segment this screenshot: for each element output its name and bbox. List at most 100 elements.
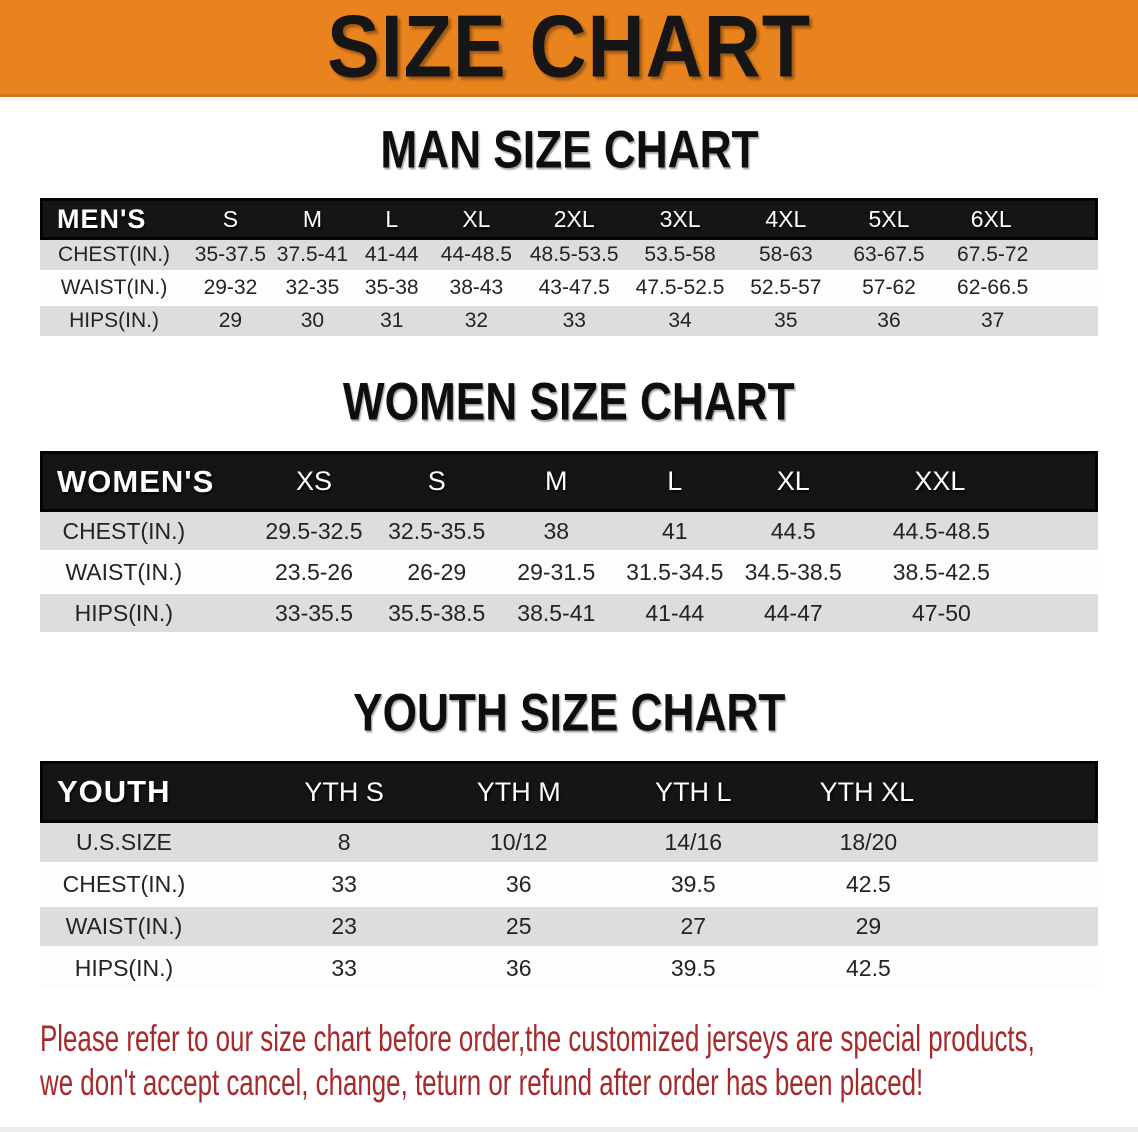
table-row: WAIST(IN.) 29-32 32-35 35-38 38-43 43-47…: [40, 273, 1098, 306]
size-value-cell: 38.5-42.5: [852, 553, 1098, 594]
measurement-row-label: WAIST(IN.): [40, 273, 189, 306]
measurement-row-label: WAIST(IN.): [40, 553, 252, 594]
size-column-header: XS: [251, 451, 377, 512]
size-value-cell: 36: [431, 949, 606, 991]
measurement-row-label: CHEST(IN.): [40, 865, 257, 907]
size-value-cell: 33-35.5: [251, 594, 377, 635]
size-value-cell: 34: [627, 306, 733, 339]
size-value-cell: 41-44: [352, 240, 432, 273]
size-value-cell: 37: [939, 306, 1098, 339]
measurement-row-label: U.S.SIZE: [40, 823, 257, 865]
size-value-cell: 30: [272, 306, 353, 339]
size-value-cell: 58-63: [732, 240, 839, 273]
size-value-cell: 29-32: [188, 273, 273, 306]
men-size-table: MEN'S S M L XL 2XL 3XL 4XL 5XL 6XL CHEST…: [40, 198, 1098, 339]
youth-size-table: YOUTH YTH S YTH M YTH L YTH XL U.S.SIZE …: [40, 761, 1098, 991]
size-value-cell: 10/12: [431, 823, 606, 865]
men-section-heading: MAN SIZE CHART: [0, 120, 1138, 180]
size-value-cell: 29: [188, 306, 273, 339]
table-row: HIPS(IN.) 29 30 31 32 33 34 35 36 37: [40, 306, 1098, 339]
size-column-header: 3XL: [627, 198, 733, 240]
size-value-cell: 38: [497, 512, 616, 553]
size-value-cell: 35-37.5: [188, 240, 273, 273]
size-chart-banner: SIZE CHART: [0, 0, 1138, 97]
size-value-cell: 14/16: [606, 823, 781, 865]
size-value-cell: 57-62: [838, 273, 940, 306]
table-row: WAIST(IN.) 23.5-26 26-29 29-31.5 31.5-34…: [40, 553, 1098, 594]
size-value-cell: 35-38: [352, 273, 432, 306]
size-value-cell: 44-47: [734, 594, 853, 635]
size-value-cell: 36: [431, 865, 606, 907]
size-value-cell: 53.5-58: [627, 240, 733, 273]
table-row: CHEST(IN.) 29.5-32.5 32.5-35.5 38 41 44.…: [40, 512, 1098, 553]
size-value-cell: 29.5-32.5: [251, 512, 377, 553]
size-value-cell: 44-48.5: [431, 240, 522, 273]
disclaimer-text: Please refer to our size chart before or…: [40, 1017, 1138, 1105]
size-value-cell: 52.5-57: [732, 273, 839, 306]
measurement-row-label: CHEST(IN.): [40, 512, 252, 553]
youth-section-heading-text: YOUTH SIZE CHART: [352, 683, 786, 743]
size-value-cell: 37.5-41: [272, 240, 353, 273]
size-value-cell: 47.5-52.5: [627, 273, 733, 306]
women-size-table: WOMEN'S XS S M L XL XXL CHEST(IN.) 29.5-…: [40, 451, 1098, 635]
size-value-cell: 35: [732, 306, 839, 339]
size-value-cell: 41-44: [615, 594, 735, 635]
men-header-row: MEN'S S M L XL 2XL 3XL 4XL 5XL 6XL: [40, 198, 1098, 240]
size-column-header: YTH M: [431, 761, 606, 823]
size-value-cell: 18/20: [780, 823, 1098, 865]
size-value-cell: 32: [431, 306, 522, 339]
size-value-cell: 47-50: [852, 594, 1098, 635]
table-row: HIPS(IN.) 33-35.5 35.5-38.5 38.5-41 41-4…: [40, 594, 1098, 635]
table-row: HIPS(IN.) 33 36 39.5 42.5: [40, 949, 1098, 991]
table-row: WAIST(IN.) 23 25 27 29: [40, 907, 1098, 949]
size-column-header: L: [352, 198, 432, 240]
size-column-header: YTH XL: [780, 761, 1098, 823]
size-value-cell: 33: [521, 306, 628, 339]
size-value-cell: 33: [256, 949, 432, 991]
size-value-cell: 43-47.5: [521, 273, 628, 306]
men-table-label: MEN'S: [40, 198, 189, 240]
size-column-header: 5XL: [838, 198, 940, 240]
size-column-header: XXL: [852, 451, 1098, 512]
size-chart-title: SIZE CHART: [327, 0, 811, 96]
size-column-header: XL: [734, 451, 853, 512]
size-value-cell: 63-67.5: [838, 240, 940, 273]
disclaimer-line-2: we don't accept cancel, change, teturn o…: [40, 1062, 924, 1103]
size-column-header: S: [376, 451, 498, 512]
youth-header-row: YOUTH YTH S YTH M YTH L YTH XL: [40, 761, 1098, 823]
measurement-row-label: CHEST(IN.): [40, 240, 189, 273]
bottom-edge-divider: [0, 1127, 1138, 1132]
size-column-header: 2XL: [521, 198, 628, 240]
size-value-cell: 29-31.5: [497, 553, 616, 594]
size-value-cell: 67.5-72: [939, 240, 1098, 273]
women-header-row: WOMEN'S XS S M L XL XXL: [40, 451, 1098, 512]
size-value-cell: 32-35: [272, 273, 353, 306]
size-value-cell: 8: [256, 823, 432, 865]
size-value-cell: 33: [256, 865, 432, 907]
size-value-cell: 23.5-26: [251, 553, 377, 594]
measurement-row-label: HIPS(IN.): [40, 949, 257, 991]
youth-section-heading: YOUTH SIZE CHART: [0, 683, 1138, 743]
size-value-cell: 48.5-53.5: [521, 240, 628, 273]
table-row: CHEST(IN.) 35-37.5 37.5-41 41-44 44-48.5…: [40, 240, 1098, 273]
measurement-row-label: WAIST(IN.): [40, 907, 257, 949]
size-value-cell: 39.5: [606, 949, 781, 991]
size-value-cell: 31: [352, 306, 432, 339]
size-value-cell: 42.5: [780, 865, 1098, 907]
table-row: U.S.SIZE 8 10/12 14/16 18/20: [40, 823, 1098, 865]
size-column-header: L: [615, 451, 735, 512]
size-column-header: XL: [431, 198, 522, 240]
size-value-cell: 62-66.5: [939, 273, 1098, 306]
size-column-header: S: [188, 198, 273, 240]
size-value-cell: 29: [780, 907, 1098, 949]
measurement-row-label: HIPS(IN.): [40, 306, 189, 339]
men-section-heading-text: MAN SIZE CHART: [379, 120, 759, 180]
size-value-cell: 25: [431, 907, 606, 949]
size-value-cell: 27: [606, 907, 781, 949]
size-value-cell: 35.5-38.5: [376, 594, 498, 635]
size-value-cell: 38-43: [431, 273, 522, 306]
youth-table-label: YOUTH: [40, 761, 257, 823]
size-value-cell: 31.5-34.5: [615, 553, 735, 594]
table-row: CHEST(IN.) 33 36 39.5 42.5: [40, 865, 1098, 907]
size-value-cell: 34.5-38.5: [734, 553, 853, 594]
